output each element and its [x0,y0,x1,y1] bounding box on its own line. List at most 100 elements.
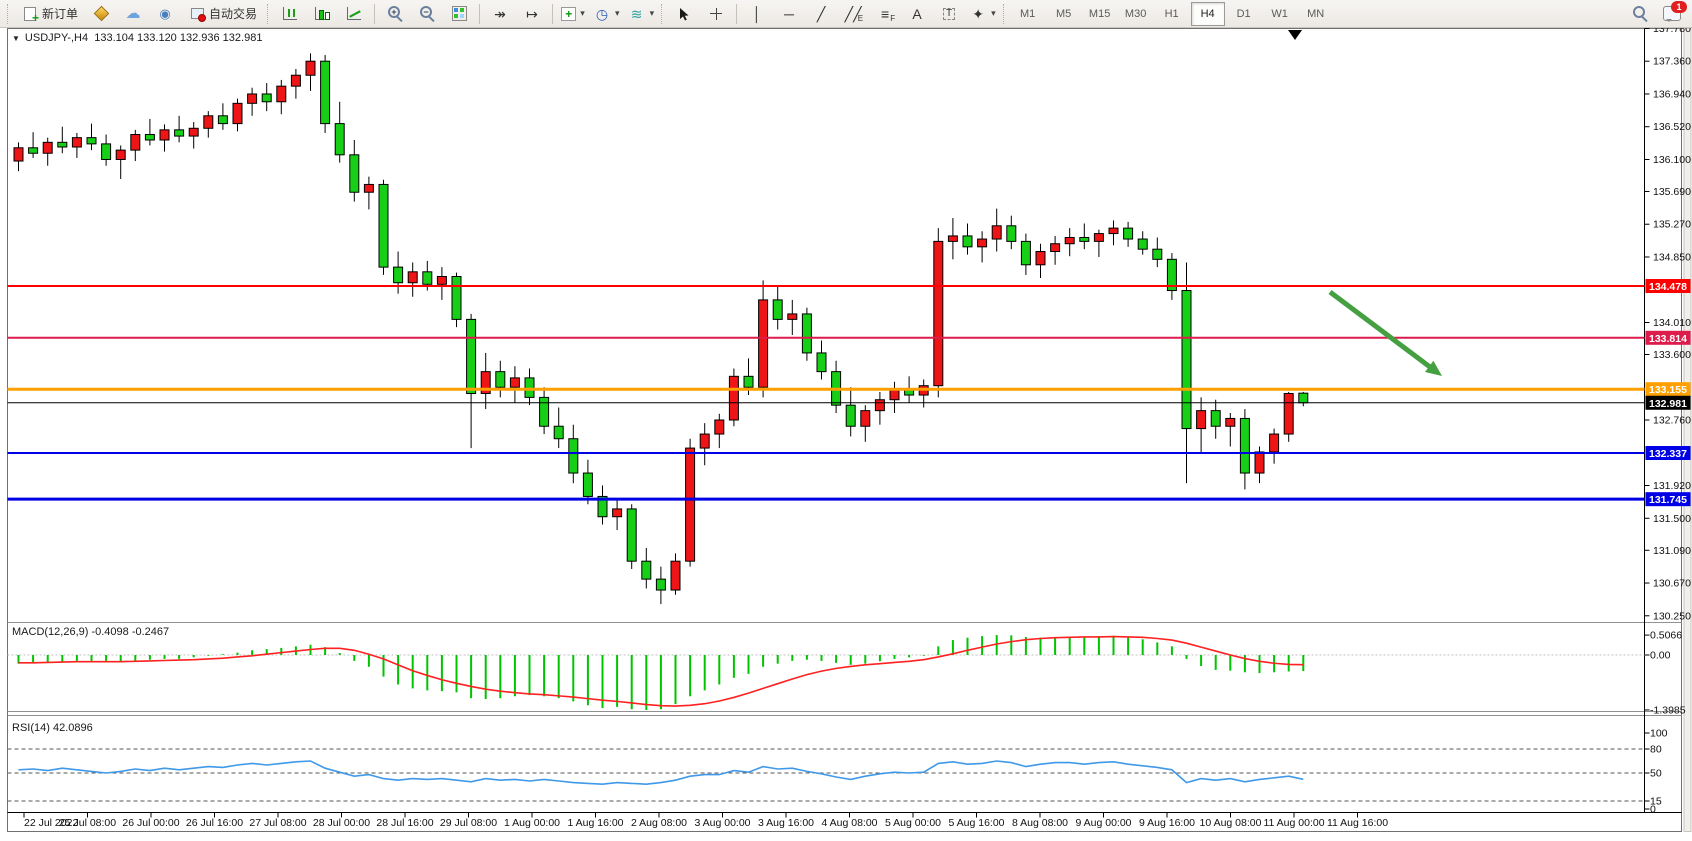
chevron-down-icon: ▾ [649,8,655,18]
trendline-tool-button[interactable]: ╱ [805,1,837,27]
chart-shift-button[interactable]: ↦ [516,1,548,27]
zoom-out-button[interactable]: − [411,1,443,27]
candle-down [349,154,360,193]
timeframe-d1-button[interactable]: D1 [1236,7,1251,20]
scrollbar[interactable] [1683,28,1692,832]
zoom-in-icon: + [386,5,404,23]
fibonacci-tool-button[interactable]: ≡ F [869,1,901,27]
toolbar-grip [267,3,271,24]
candle-up [947,235,958,242]
candle-up [509,377,520,388]
price-badge-label: 133.814 [1649,333,1687,345]
auto-trading-button[interactable]: 自动交易 [181,1,264,27]
bar-chart-button[interactable] [274,1,306,27]
rsi-line [18,760,1304,786]
chevron-down-icon: ▾ [580,8,585,18]
horizontal-line-tool-button[interactable]: ─ [773,1,805,27]
candle-down [320,60,331,125]
search-button[interactable] [1624,1,1656,27]
meta-editor-button[interactable] [85,1,117,27]
candle-up [933,240,944,387]
timeframe-m15-button[interactable]: M15 [1088,7,1111,20]
candle-down [86,137,97,145]
candlestick-chart-icon [315,7,331,20]
trend-arrow-shaft[interactable] [1328,290,1436,372]
time-axis-label: 25 Jul 08:00 [59,817,116,829]
timeframe-m5-button[interactable]: M5 [1055,7,1072,20]
clock-icon: ◷ [595,5,609,22]
auto-scroll-icon: ↠ [494,5,506,22]
price-axis-label: 130.670 [1653,578,1691,590]
candle-down [495,371,506,388]
candle-up [874,399,885,412]
arrows-tool-button[interactable]: ✦ ▾ [965,1,1000,27]
chart-shift-marker[interactable] [1288,30,1302,40]
indicators-icon: + [561,6,577,21]
candle-down [582,472,593,497]
time-axis-label: 3 Aug 16:00 [758,817,814,829]
vertical-line-tool-button[interactable]: │ [741,1,773,27]
timeframe-h1-button[interactable]: H1 [1164,7,1179,20]
candle-up [159,129,170,141]
chart-window[interactable]: 137.780 137.360 136.940 136.520 136.100 135.6… [0,28,1692,841]
periods-button[interactable]: ◷ ▾ [589,1,624,27]
candle-up [363,183,374,193]
timeframe-w1-button[interactable]: W1 [1271,7,1288,20]
candle-down [1152,248,1163,260]
time-axis-label: 26 Jul 16:00 [186,817,243,829]
candle-up [42,141,53,154]
time-axis-label: 9 Aug 16:00 [1139,817,1195,829]
candle-up [71,137,82,148]
time-axis-label: 22 Jul 2022 [24,817,78,829]
chevron-down-icon: ▾ [991,8,996,18]
time-axis-label: 1 Aug 00:00 [504,817,560,829]
candlestick-chart-button[interactable] [306,1,338,27]
indicator-axis-label: 50 [1650,768,1662,780]
zoom-in-button[interactable]: + [379,1,411,27]
indicator-axis-label: -1.3985 [1650,704,1686,716]
cursor-tool-button[interactable] [668,1,700,27]
text-label-tool-button[interactable]: T [933,1,965,27]
timeframe-h4-button[interactable]: H4 [1190,1,1225,26]
time-axis-label: 28 Jul 00:00 [313,817,370,829]
text-label-icon: T [940,5,958,22]
time-axis-label: 28 Jul 16:00 [376,817,433,829]
price-axis-label: 137.360 [1653,56,1691,68]
price-badge [1645,445,1691,460]
candle-down [1020,240,1031,266]
timeframe-m30-button[interactable]: M30 [1124,7,1147,20]
tile-windows-button[interactable] [443,1,475,27]
signals-button[interactable]: ◉ [149,1,181,27]
cloud-icon: ☁ [125,5,141,22]
toolbar-separator [736,3,738,24]
price-axis-label: 135.690 [1653,186,1691,198]
candle-down [553,425,564,440]
new-order-button[interactable]: 新订单 [14,1,85,27]
candle-up [1035,251,1046,266]
crosshair-icon [709,6,724,21]
candle-down [539,396,550,427]
chat-bubble-icon: 1 [1663,1,1687,22]
timeframe-mn-button[interactable]: MN [1307,7,1325,20]
indicators-button[interactable]: + ▾ [557,1,589,27]
price-badge-label: 132.337 [1649,448,1687,460]
community-button[interactable]: ☁ [117,1,149,27]
auto-scroll-button[interactable]: ↠ [484,1,516,27]
auto-trading-label: 自动交易 [209,7,258,21]
line-chart-button[interactable] [338,1,370,27]
one-click-collapse-icon[interactable] [12,32,25,44]
crosshair-tool-button[interactable] [700,1,732,27]
channel-tool-button[interactable]: ╱╱ E [837,1,869,27]
meta-editor-icon [94,7,108,21]
candle-up [889,389,900,401]
price-axis-label: 136.520 [1653,121,1691,133]
line-chart-icon [347,7,362,20]
notifications-button[interactable]: 1 [1656,1,1688,27]
cursor-icon [675,5,693,22]
templates-button[interactable]: ≋ ▾ [624,1,659,27]
timeframe-m1-button[interactable]: M1 [1019,7,1036,20]
candle-down [772,299,783,320]
text-tool-button[interactable]: A [901,1,933,27]
trend-arrow-head[interactable] [1425,360,1442,376]
new-order-icon [21,5,39,24]
